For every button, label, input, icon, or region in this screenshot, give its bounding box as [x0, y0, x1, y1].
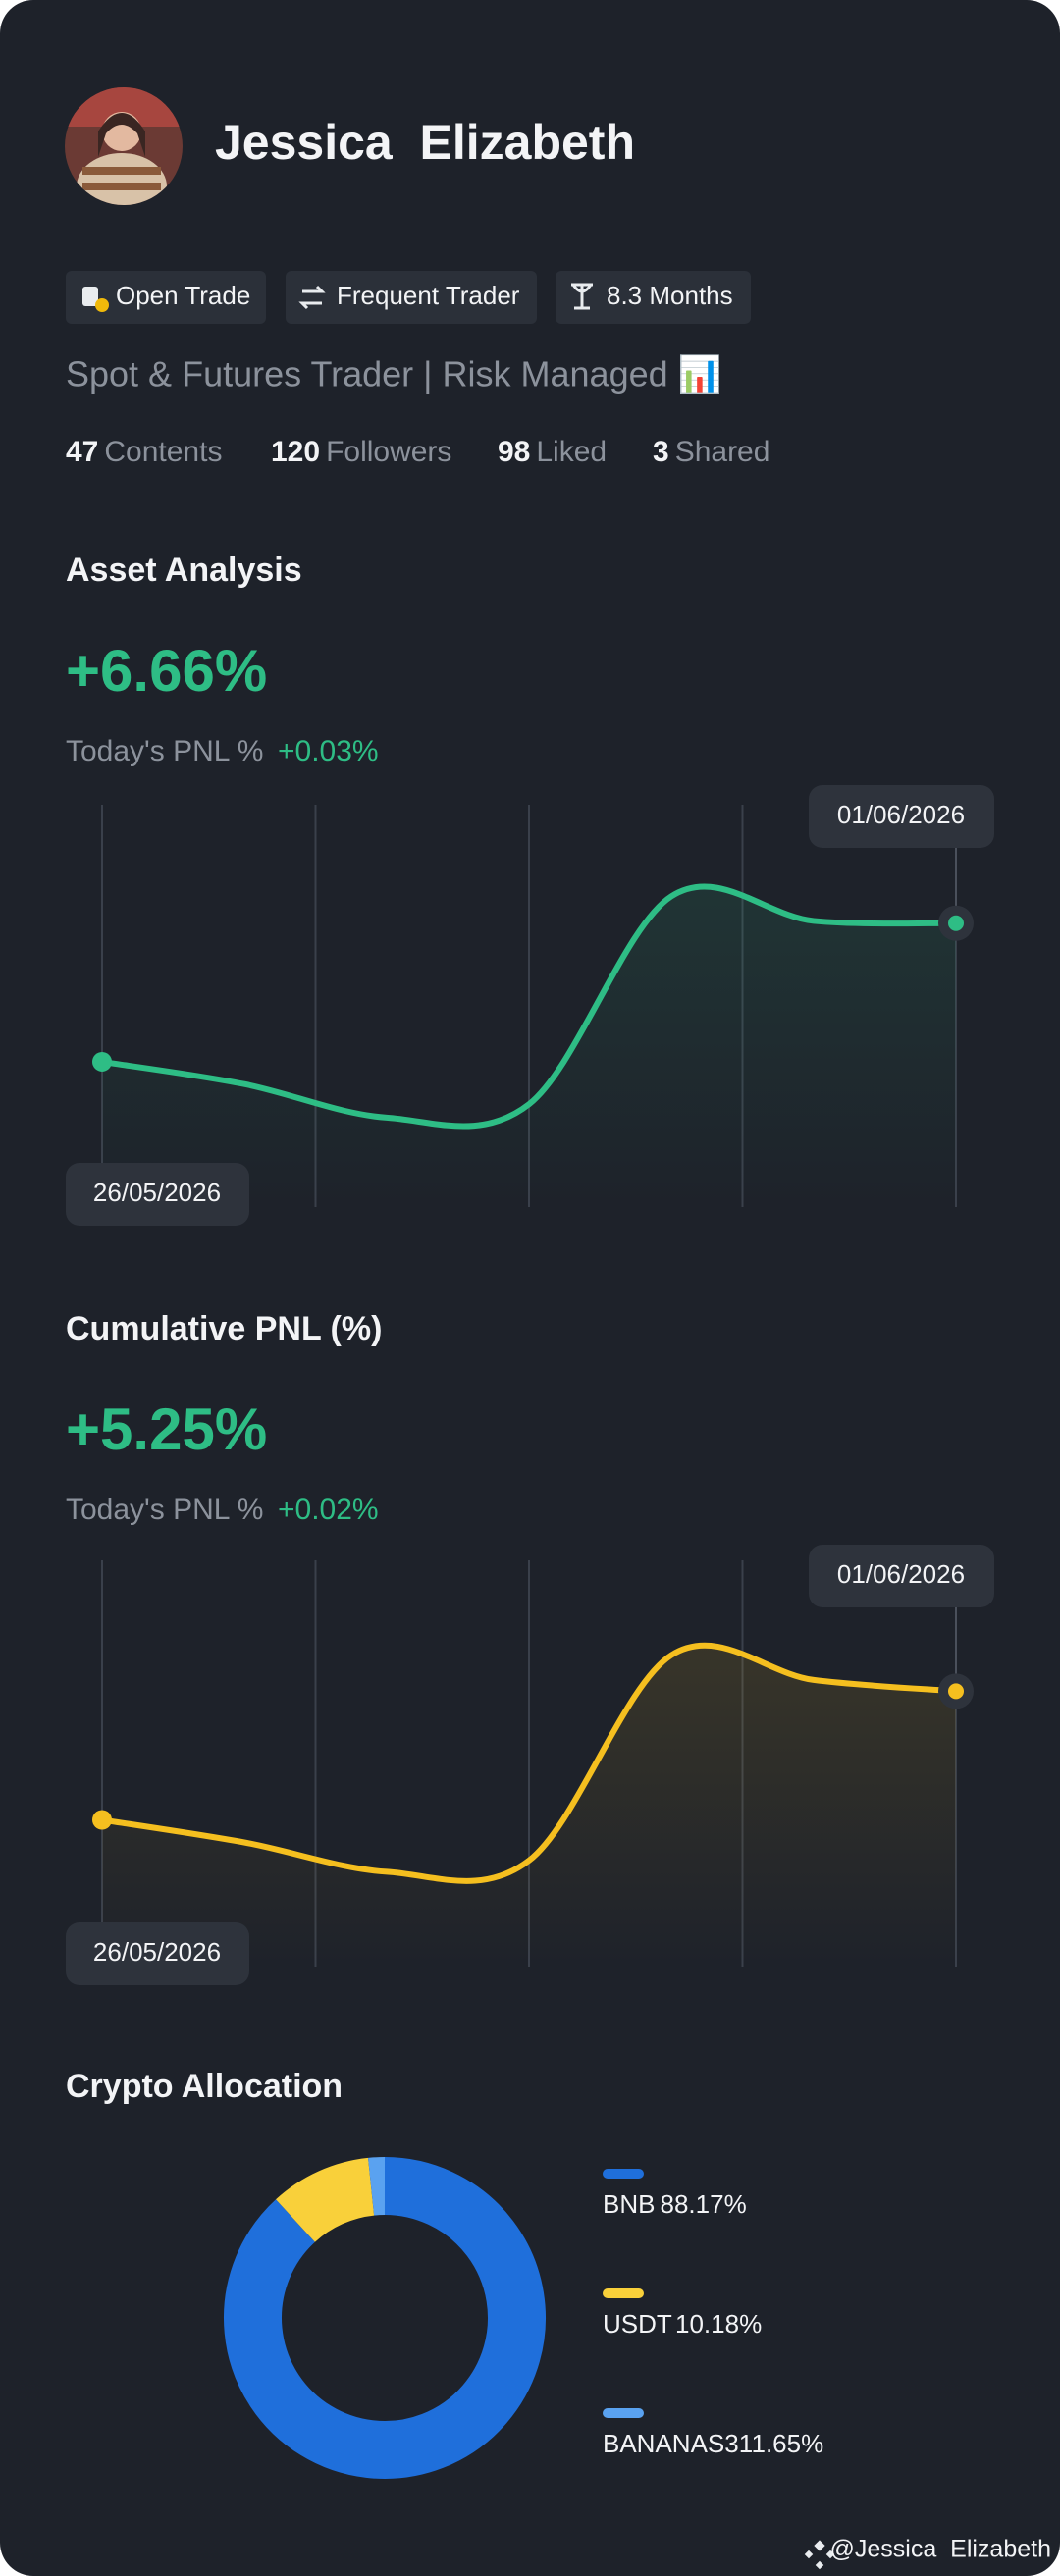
area: [102, 886, 956, 1207]
section-title: Asset Analysis: [66, 552, 302, 589]
legend-name: BNB: [603, 2189, 655, 2219]
legend-value: 88.17%: [661, 2189, 747, 2219]
date-callout: [809, 1545, 994, 1607]
pnl-label: Today's PNL %: [66, 735, 263, 767]
date-callout: [809, 785, 994, 848]
stat-value: 120: [271, 436, 320, 468]
stat: 120 Followers: [271, 436, 451, 468]
summary-value: +6.66%: [66, 638, 267, 704]
stat-label: Followers: [326, 436, 451, 468]
legend-value: 10.18%: [675, 2309, 762, 2339]
tag: 8.3 Months: [556, 271, 751, 324]
charts: Asset Analysis +6.66% Today's PNL % +0.03% 0…: [66, 552, 994, 2479]
user-name: Jessica Elizabeth: [215, 115, 635, 170]
legend-swatch: [603, 2408, 644, 2418]
point: [92, 1051, 112, 1072]
point: [92, 1810, 112, 1830]
pnl-value: +0.03%: [278, 735, 379, 767]
footer-handle: @Jessica Elizabeth: [830, 2536, 1051, 2563]
legend-value: 1.65%: [752, 2429, 824, 2458]
section-title: Crypto Allocation: [66, 2068, 343, 2105]
stat-label: Contents: [104, 436, 222, 468]
stat: 47 Contents: [66, 436, 222, 468]
stat-value: 98: [498, 436, 530, 468]
point: [948, 915, 964, 931]
tag-label: Frequent Trader: [337, 281, 520, 310]
tag: Frequent Trader: [286, 271, 537, 324]
stat: 3 Shared: [653, 436, 769, 468]
section-title: Cumulative PNL (%): [66, 1310, 382, 1347]
tag: Open Trade: [66, 271, 266, 324]
date-callout: [66, 1163, 249, 1226]
tag-label: 8.3 Months: [607, 281, 733, 310]
pnl-label: Today's PNL %: [66, 1494, 263, 1526]
date-callout: [66, 1922, 249, 1985]
bio: Spot & Futures Trader | Risk Managed 📊: [66, 354, 721, 394]
stat: 98 Liked: [498, 436, 607, 468]
line: [99, 883, 959, 1130]
donut-slice: [368, 2156, 386, 2216]
donut-slice: [276, 2157, 376, 2243]
legend-swatch: [603, 2288, 644, 2298]
stat-value: 3: [653, 436, 669, 468]
stat-label: Shared: [675, 436, 770, 468]
date-label: 26/05/2026: [93, 1178, 221, 1207]
legend-name: BANANAS31: [603, 2429, 753, 2458]
area: [102, 1645, 956, 1967]
avatar: [65, 87, 183, 205]
date-label: 01/06/2026: [837, 1559, 965, 1589]
summary-value: +5.25%: [66, 1396, 267, 1462]
tag-label: Open Trade: [116, 281, 250, 310]
point: [948, 1683, 964, 1700]
line: [99, 1642, 959, 1884]
donut-slice: [224, 2157, 546, 2479]
pnl-value: +0.02%: [278, 1494, 379, 1526]
stat-value: 47: [66, 436, 98, 468]
legend-name: USDT: [603, 2309, 672, 2339]
legend-swatch: [603, 2169, 644, 2179]
date-label: 26/05/2026: [93, 1937, 221, 1967]
date-label: 01/06/2026: [837, 800, 965, 829]
footer-logo: [804, 2540, 835, 2570]
stat-label: Liked: [536, 436, 607, 468]
